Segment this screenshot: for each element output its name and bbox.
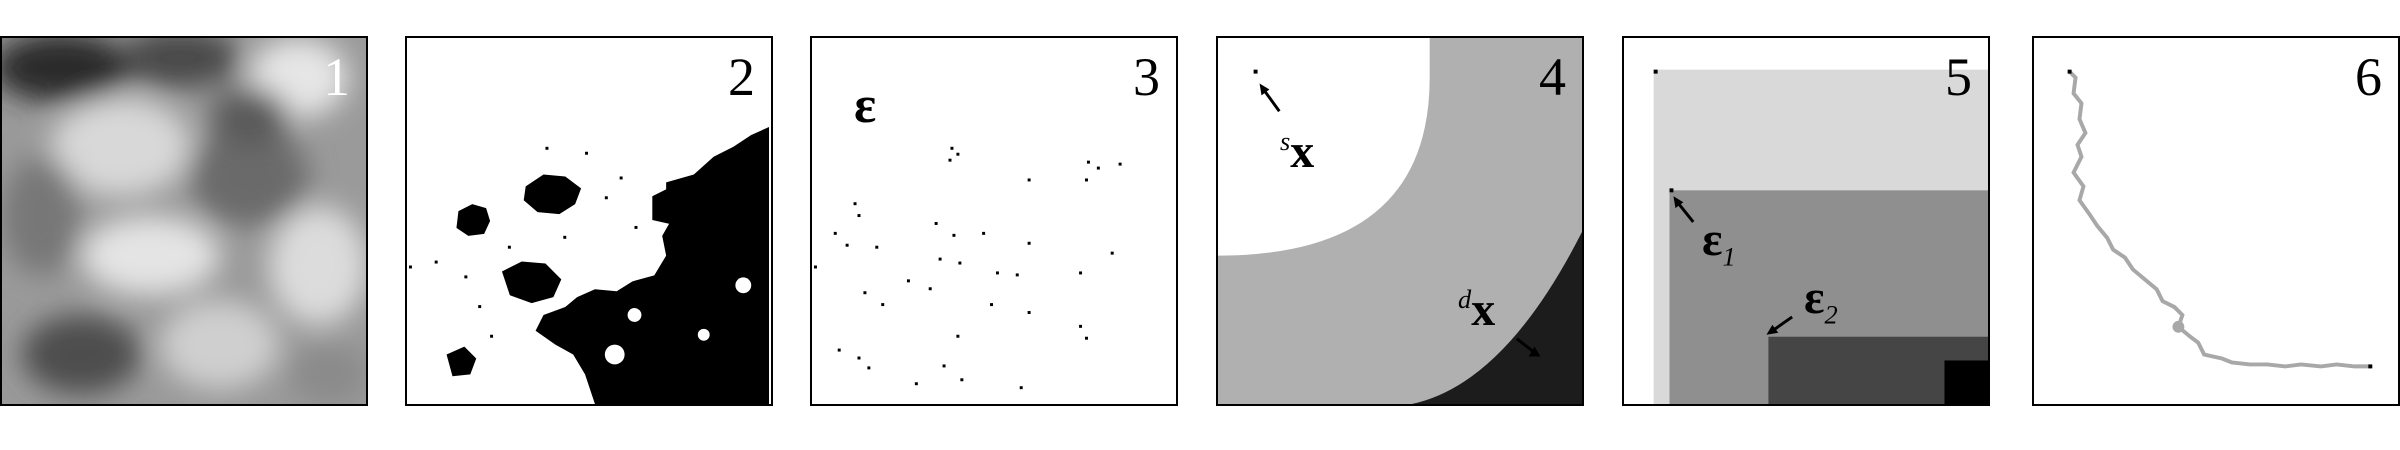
destination-x-label: dx bbox=[1458, 283, 1496, 336]
sample-points-plot bbox=[813, 146, 1122, 390]
panel-2-binary-map: 2 bbox=[405, 36, 773, 406]
panel-number: 2 bbox=[728, 47, 755, 107]
panel-4-distance-regions: sx dx 4 bbox=[1216, 36, 1584, 406]
distance-regions-image bbox=[1218, 38, 1582, 404]
epsilon-label: ε bbox=[854, 77, 877, 134]
panel-3-sample-points: ε 3 bbox=[810, 36, 1178, 406]
panel-number: 3 bbox=[1133, 47, 1160, 107]
panel-number: 6 bbox=[2355, 47, 2382, 107]
panel-number: 1 bbox=[323, 47, 350, 107]
path-image bbox=[2067, 69, 2373, 369]
epsilon-1-label: ε1 bbox=[1702, 213, 1736, 272]
binary-map-image bbox=[408, 127, 770, 404]
panel-1-random-field: 1 bbox=[0, 36, 368, 406]
epsilon-2-label: ε2 bbox=[1804, 271, 1838, 330]
panel-number: 5 bbox=[1945, 47, 1972, 107]
random-field-image bbox=[2, 38, 366, 404]
nested-regions-image bbox=[1653, 69, 1988, 404]
panel-6-path: 6 bbox=[2032, 36, 2400, 406]
panel-5-nested-regions: ε1 ε2 5 bbox=[1622, 36, 1990, 406]
source-x-label: sx bbox=[1280, 125, 1315, 178]
panel-number: 4 bbox=[1539, 47, 1566, 107]
